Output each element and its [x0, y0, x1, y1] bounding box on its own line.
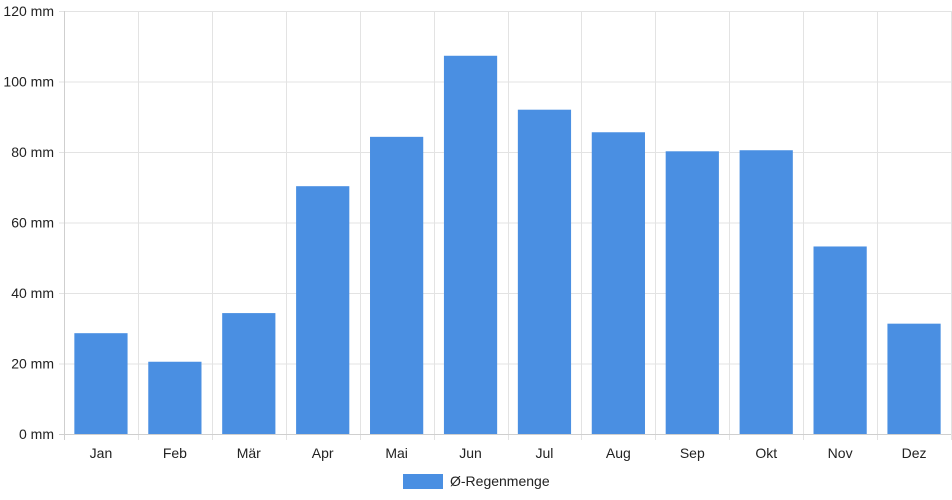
- x-tick-label: Aug: [606, 445, 631, 461]
- x-tick-label: Apr: [312, 445, 334, 461]
- bar[interactable]: [813, 246, 867, 434]
- x-tick-label: Feb: [163, 445, 187, 461]
- x-tick-label: Nov: [828, 445, 853, 461]
- x-tick-label: Mär: [237, 445, 261, 461]
- legend-label: Ø-Regenmenge: [450, 473, 550, 489]
- bar[interactable]: [148, 361, 202, 434]
- x-axis-tick-labels: Jan Feb Mär Apr Mai Jun Jul Aug Sep Okt Nov Dez: [90, 445, 927, 461]
- bar[interactable]: [443, 55, 498, 435]
- bar[interactable]: [370, 136, 424, 434]
- bar[interactable]: [591, 132, 645, 434]
- legend-swatch: [403, 474, 443, 489]
- x-tick-label: Dez: [902, 445, 927, 461]
- y-tick-label: 40 mm: [11, 285, 54, 301]
- bar[interactable]: [296, 186, 350, 434]
- x-tick-label: Jul: [536, 445, 554, 461]
- bar[interactable]: [739, 150, 793, 435]
- x-tick-label: Jun: [459, 445, 482, 461]
- y-tick-label: 20 mm: [11, 356, 54, 372]
- y-tick-label: 100 mm: [3, 74, 54, 90]
- y-tick-label: 0 mm: [19, 426, 54, 442]
- y-tick-label: 120 mm: [3, 3, 54, 19]
- bar[interactable]: [665, 151, 719, 435]
- y-tick-label: 80 mm: [11, 144, 54, 160]
- legend[interactable]: Ø-Regenmenge: [403, 473, 550, 489]
- x-tick-label: Sep: [680, 445, 705, 461]
- bar[interactable]: [517, 109, 572, 434]
- x-tick-label: Okt: [755, 445, 777, 461]
- bars: [74, 55, 941, 435]
- x-tick-label: Mai: [385, 445, 408, 461]
- bar[interactable]: [222, 313, 276, 434]
- bar[interactable]: [74, 333, 128, 434]
- axes: [59, 11, 951, 440]
- x-tick-label: Jan: [90, 445, 113, 461]
- y-axis-tick-labels: 0 mm 20 mm 40 mm 60 mm 80 mm 100 mm 120 mm: [3, 3, 54, 442]
- bar[interactable]: [887, 323, 941, 434]
- y-tick-label: 60 mm: [11, 215, 54, 231]
